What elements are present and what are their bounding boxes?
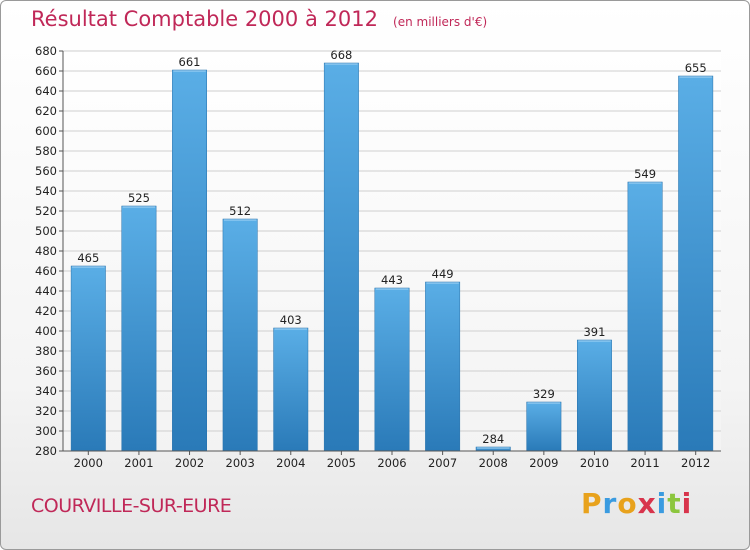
y-tick-label: 540 [35, 184, 57, 198]
y-tick-label: 620 [35, 104, 57, 118]
bar-2010 [577, 339, 612, 452]
bars [70, 62, 714, 452]
x-tick-label: 2007 [428, 456, 457, 470]
x-tick-label: 2000 [74, 456, 103, 470]
x-tick-label: 2011 [630, 456, 659, 470]
x-tick-label: 2005 [327, 456, 356, 470]
y-tick-label: 680 [35, 44, 57, 58]
data-label: 329 [533, 387, 555, 401]
data-label: 391 [583, 325, 605, 339]
y-tick-label: 380 [35, 344, 57, 358]
x-tick-label: 2010 [580, 456, 609, 470]
data-label: 465 [77, 251, 99, 265]
data-label: 525 [128, 191, 150, 205]
data-label: 443 [381, 273, 403, 287]
y-tick-label: 580 [35, 144, 57, 158]
bar-2005 [323, 62, 359, 452]
data-label: 549 [634, 167, 656, 181]
bar-2006 [374, 287, 410, 452]
y-tick-labels: 280 300 320 340 360 380 400 420 440 460 480 500 520 5… [35, 44, 57, 458]
y-tick-label: 640 [35, 84, 57, 98]
logo-letter: t [667, 487, 682, 520]
x-tick-label: 2009 [529, 456, 558, 470]
data-label: 284 [482, 432, 504, 446]
logo-letter: i [656, 487, 668, 520]
data-label: 661 [179, 55, 201, 69]
y-tick-label: 560 [35, 164, 57, 178]
bar-2002 [172, 69, 207, 452]
y-tick-label: 320 [35, 404, 57, 418]
y-tick-label: 520 [35, 204, 57, 218]
proxiti-logo[interactable]: Proxiti [581, 487, 692, 520]
data-label: 655 [685, 61, 707, 75]
data-label: 668 [330, 48, 352, 62]
y-tick-label: 480 [35, 244, 57, 258]
y-tick-label: 280 [35, 444, 57, 458]
logo-letter: r [602, 487, 618, 520]
bar-2001 [121, 205, 157, 452]
y-tick-label: 440 [35, 284, 57, 298]
y-tick-label: 600 [35, 124, 57, 138]
commune-name: COURVILLE-SUR-EURE [31, 495, 232, 517]
logo-letter: i [681, 487, 693, 520]
data-labels: 465 525 661 512 403 668 443 449 284 329 391 549 655 [77, 48, 706, 446]
y-tick-label: 400 [35, 324, 57, 338]
data-label: 512 [229, 204, 251, 218]
x-tick-labels: 2000 2001 2002 2003 2004 2005 2006 2007 2008 2009… [74, 456, 711, 470]
bar-2004 [273, 327, 309, 452]
x-tick-label: 2003 [226, 456, 255, 470]
y-tick-label: 340 [35, 384, 57, 398]
bar-2009 [526, 401, 562, 452]
chart-title: Résultat Comptable 2000 à 2012 (en milli… [31, 7, 487, 31]
data-label: 403 [280, 313, 302, 327]
x-tick-label: 2004 [276, 456, 305, 470]
bar-2000 [70, 265, 106, 452]
logo-letter: x [637, 487, 657, 520]
axes [62, 51, 721, 455]
title-main: Résultat Comptable 2000 à 2012 [31, 7, 378, 31]
y-tick-label: 500 [35, 224, 57, 238]
y-tick-label: 420 [35, 304, 57, 318]
x-tick-label: 2006 [377, 456, 406, 470]
data-label: 449 [432, 267, 454, 281]
y-tick-label: 460 [35, 264, 57, 278]
x-tick-label: 2002 [175, 456, 204, 470]
x-tick-label: 2008 [479, 456, 508, 470]
bar-2012 [678, 75, 714, 452]
x-tick-label: 2012 [681, 456, 710, 470]
x-tick-label: 2001 [124, 456, 153, 470]
y-tick-label: 660 [35, 64, 57, 78]
y-tick-label: 360 [35, 364, 57, 378]
logo-letter: P [581, 487, 603, 520]
bar-2007 [425, 281, 461, 452]
bar-2011 [627, 181, 663, 452]
title-unit: (en milliers d'€) [393, 15, 488, 29]
y-tick-label: 300 [35, 424, 57, 438]
logo-letter: o [617, 487, 638, 520]
bar-2003 [222, 218, 258, 452]
